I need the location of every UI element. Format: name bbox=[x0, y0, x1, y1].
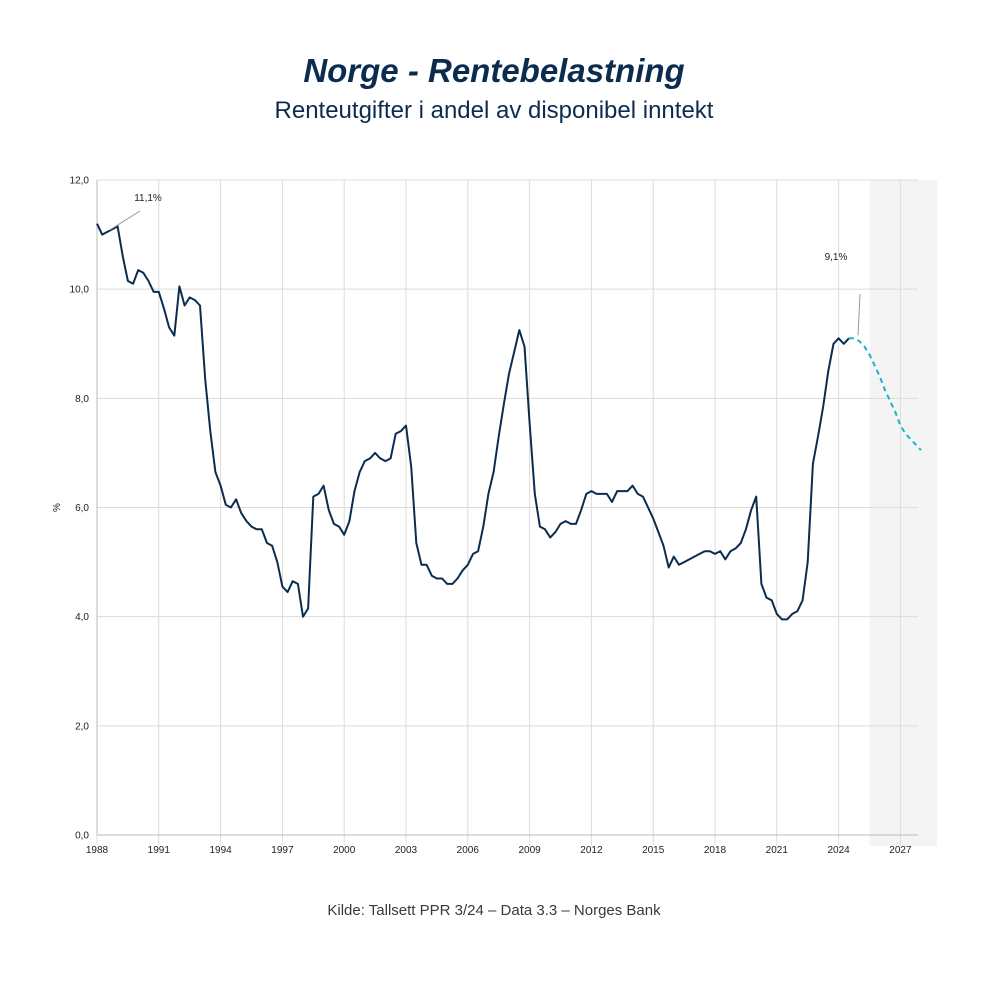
x-tick-label: 2003 bbox=[395, 845, 418, 856]
series-lines bbox=[96, 223, 922, 621]
x-tick-label: 2021 bbox=[766, 845, 789, 856]
y-tick-label: 0,0 bbox=[75, 831, 89, 842]
y-tick-label: 10,0 bbox=[70, 285, 90, 296]
source-note: Kilde: Tallsett PPR 3/24 – Data 3.3 – No… bbox=[327, 902, 661, 919]
x-tick-label: 1988 bbox=[86, 845, 109, 856]
x-tick-label: 2006 bbox=[457, 845, 480, 856]
x-tick-label: 1991 bbox=[148, 845, 171, 856]
y-axis-label: % bbox=[52, 503, 63, 512]
x-tick-label: 2018 bbox=[704, 845, 727, 856]
x-tick-label: 2009 bbox=[518, 845, 541, 856]
annotation-label: 11,1% bbox=[134, 193, 162, 204]
x-tick-label: 2012 bbox=[580, 845, 603, 856]
annotation-leader-line bbox=[857, 293, 861, 336]
forecast-series-line bbox=[848, 337, 922, 451]
x-tick-label: 2024 bbox=[827, 845, 850, 856]
annotations: 11,1% 9,1% bbox=[109, 193, 861, 336]
x-tick-label: 1997 bbox=[271, 845, 294, 856]
x-tick-label: 2000 bbox=[333, 845, 356, 856]
x-axis-ticks: 1988 1991 1994 1997 2000 2003 2006 2009 2012 2015… bbox=[86, 845, 912, 856]
chart-title: Norge - Rentebelastning bbox=[303, 52, 685, 89]
forecast-shade bbox=[869, 180, 937, 846]
y-tick-label: 6,0 bbox=[75, 503, 89, 514]
x-tick-label: 1994 bbox=[209, 845, 232, 856]
y-tick-label: 4,0 bbox=[75, 612, 89, 623]
grid bbox=[96, 179, 918, 845]
annotation-leader-line bbox=[109, 210, 141, 231]
chart-subtitle: Renteutgifter i andel av disponibel innt… bbox=[274, 97, 714, 124]
annotation-label: 9,1% bbox=[825, 252, 848, 263]
y-tick-label: 8,0 bbox=[75, 394, 89, 405]
x-tick-label: 2027 bbox=[889, 845, 912, 856]
y-tick-label: 12,0 bbox=[70, 176, 90, 187]
history-series-line bbox=[96, 223, 850, 621]
x-tick-label: 2015 bbox=[642, 845, 665, 856]
y-axis-ticks: 0,0 2,0 4,0 6,0 8,0 10,0 12,0 bbox=[70, 176, 90, 842]
y-tick-label: 2,0 bbox=[75, 721, 89, 732]
